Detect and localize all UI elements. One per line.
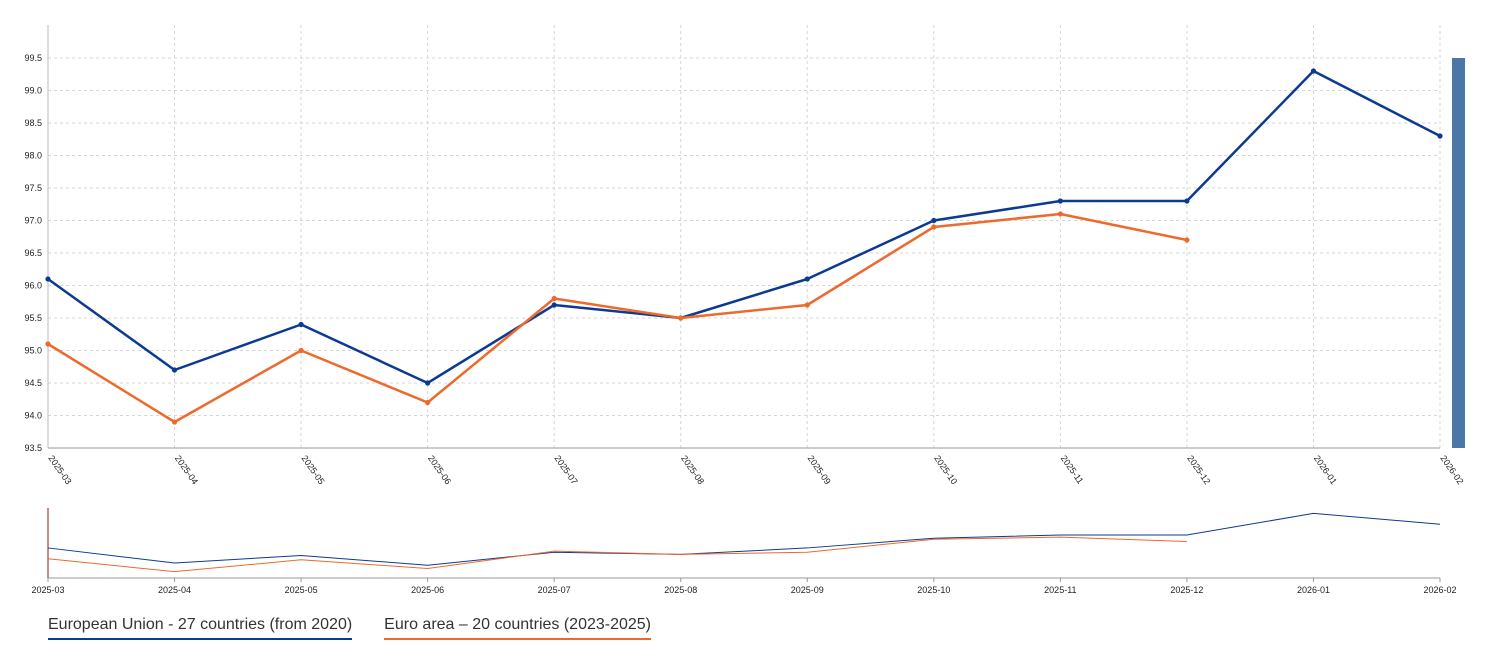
y-tick-label: 94.0 (24, 411, 42, 421)
data-point (804, 276, 810, 282)
legend-item-euro-area[interactable]: Euro area – 20 countries (2023-2025) (384, 616, 652, 640)
x-tick-label: 2025-11 (1059, 453, 1086, 485)
data-point (931, 224, 937, 230)
navigator-tick-label: 2025-03 (31, 585, 64, 595)
series-line-0 (47, 69, 1441, 385)
data-point (931, 217, 937, 224)
y-tick-label: 94.5 (24, 378, 42, 388)
navigator-tick-label: 2025-05 (285, 585, 318, 595)
navigator-tick-label: 2026-01 (1297, 585, 1330, 595)
navigator-series-1 (47, 536, 1187, 573)
legend-item-eu27[interactable]: European Union - 27 countries (from 2020… (48, 616, 353, 640)
series-line-1 (47, 212, 1188, 424)
x-tick-label: 2025-05 (299, 453, 326, 486)
navigator-tick-label: 2025-12 (1170, 585, 1203, 595)
y-tick-label: 98.0 (24, 151, 42, 161)
data-point (1184, 198, 1190, 204)
y-tick-label: 98.5 (24, 118, 42, 128)
x-tick-label: 2025-09 (806, 453, 833, 486)
data-point (45, 276, 51, 282)
y-tick-label: 99.0 (24, 86, 42, 96)
data-point (298, 321, 304, 328)
y-tick-label: 95.0 (24, 346, 42, 356)
data-point (171, 419, 178, 425)
data-point (551, 295, 557, 302)
data-point (551, 302, 557, 308)
navigator-series-0 (47, 512, 1441, 566)
y-tick-label: 95.5 (24, 313, 42, 323)
x-tick-label: 2025-03 (46, 453, 73, 486)
data-point (1310, 68, 1317, 74)
y-tick-label: 99.5 (24, 53, 42, 63)
y-tick-label: 93.5 (24, 443, 42, 453)
navigator-tick-label: 2025-04 (158, 585, 191, 595)
navigator-tick-label: 2025-08 (664, 585, 697, 595)
navigator-tick-label: 2025-06 (411, 585, 444, 595)
x-tick-label: 2026-02 (1438, 453, 1465, 486)
x-tick-label: 2025-06 (426, 453, 453, 486)
data-point (425, 380, 431, 386)
data-point (298, 347, 304, 354)
data-point (425, 399, 431, 406)
x-tick-label: 2025-04 (173, 453, 200, 486)
x-tick-label: 2025-07 (553, 453, 580, 486)
navigator-tick-label: 2025-09 (791, 585, 824, 595)
legend: European Union - 27 countries (from 2020… (48, 616, 652, 640)
y-tick-label: 96.5 (24, 248, 42, 258)
y-axis: 93.5 94.0 94.5 95.0 95.5 96.0 96.5 97.0 97.5 98.0… (24, 25, 49, 453)
x-tick-label: 2025-10 (932, 453, 959, 486)
data-point (1057, 211, 1063, 217)
navigator-tick-label: 2026-02 (1423, 585, 1456, 595)
y-tick-label: 97.5 (24, 183, 42, 193)
data-point (45, 341, 51, 347)
data-point (171, 367, 178, 373)
data-point (1184, 237, 1190, 243)
x-tick-label: 2025-08 (679, 453, 706, 486)
x-tick-label: 2026-01 (1312, 453, 1339, 486)
data-point (804, 302, 810, 308)
vertical-scrollbar[interactable] (1452, 58, 1465, 448)
line-chart: 93.5 94.0 94.5 95.0 95.5 96.0 96.5 97.0 97.5 98.0… (24, 25, 1465, 595)
data-point (1437, 133, 1443, 139)
data-point (678, 315, 684, 321)
navigator-tick-label: 2025-10 (917, 585, 950, 595)
grid-lines (47, 25, 1441, 449)
navigator-tick-label: 2025-07 (538, 585, 571, 595)
x-tick-label: 2025-12 (1185, 453, 1212, 486)
navigator-tick-label: 2025-11 (1044, 585, 1076, 595)
navigator-overview[interactable]: 2025-03 2025-04 2025-05 2025-06 2025-07 2025-… (31, 508, 1457, 595)
y-tick-label: 96.0 (24, 281, 42, 291)
series-layer (45, 68, 1443, 425)
y-tick-label: 97.0 (24, 216, 42, 226)
data-point (1057, 198, 1063, 204)
x-axis: 2025-03 2025-04 2025-05 2025-06 2025-07 2025-… (46, 447, 1465, 486)
